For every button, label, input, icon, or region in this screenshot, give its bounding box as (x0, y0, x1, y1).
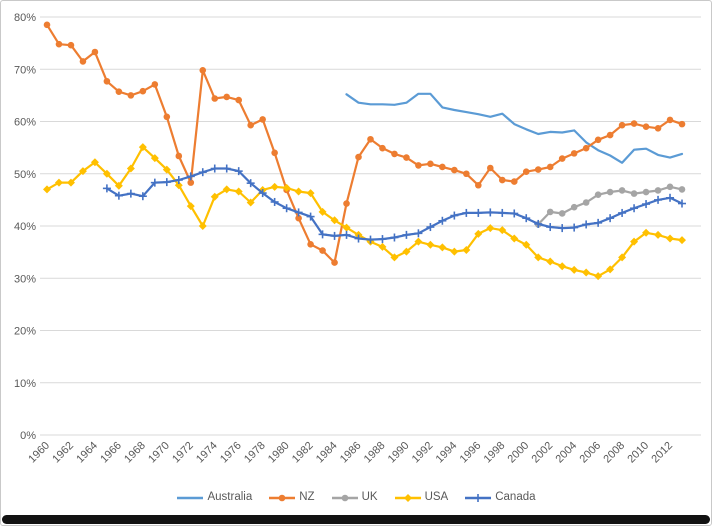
legend-label-australia: Australia (207, 491, 253, 504)
legend-item-australia: Australia (176, 492, 252, 504)
series-usa (43, 143, 686, 281)
chart-legend: Australia NZ UK USA Canada (0, 489, 712, 507)
legend-line-sample-canada (465, 494, 492, 502)
x-tick-label: 2004 (553, 440, 579, 466)
x-axis-labels: 1960196219641966196819701972197419761978… (26, 440, 675, 466)
legend-item-uk: UK (331, 492, 378, 504)
legend-label-nz: NZ (299, 491, 315, 504)
x-tick-label: 1960 (26, 440, 52, 466)
x-tick-label: 1966 (98, 440, 124, 466)
x-tick-label: 1984 (314, 440, 340, 466)
x-tick-label: 1962 (50, 440, 76, 466)
legend-label-uk: UK (361, 491, 378, 504)
x-tick-label: 2002 (530, 440, 556, 466)
x-tick-label: 1972 (170, 440, 196, 466)
series-uk (534, 183, 686, 228)
series-canada (102, 164, 686, 244)
series-nz (43, 21, 686, 266)
x-tick-label: 1980 (266, 440, 292, 466)
x-tick-label: 2006 (577, 440, 603, 466)
y-tick-label: 10% (14, 378, 36, 390)
y-tick-label: 0% (20, 430, 36, 442)
x-tick-label: 2008 (601, 440, 627, 466)
y-tick-label: 80% (14, 12, 36, 24)
y-tick-label: 50% (14, 169, 36, 181)
y-tick-label: 60% (14, 117, 36, 129)
x-tick-label: 2012 (649, 440, 675, 466)
legend-line-sample-nz (269, 494, 296, 502)
legend-line-sample-usa (394, 494, 421, 502)
x-tick-label: 2000 (506, 440, 532, 466)
x-tick-label: 1978 (242, 440, 268, 466)
y-tick-label: 20% (14, 326, 36, 338)
legend-line-sample-uk (331, 494, 358, 502)
x-tick-label: 2010 (625, 440, 651, 466)
x-tick-label: 1988 (362, 440, 388, 466)
legend-item-usa: USA (394, 491, 449, 504)
legend-label-canada: Canada (495, 491, 536, 504)
x-tick-label: 1994 (434, 440, 460, 466)
x-tick-label: 1990 (386, 440, 412, 466)
x-tick-label: 1968 (122, 440, 148, 466)
series-australia (345, 92, 684, 164)
x-tick-label: 1976 (218, 440, 244, 466)
x-tick-label: 1998 (482, 440, 508, 466)
x-tick-label: 1996 (458, 440, 484, 466)
x-tick-label: 1970 (146, 440, 172, 466)
x-tick-label: 1964 (74, 440, 100, 466)
bottom-bar (2, 515, 710, 524)
legend-label-usa: USA (424, 491, 449, 504)
x-tick-label: 1986 (338, 440, 364, 466)
y-tick-label: 40% (14, 221, 36, 233)
x-tick-label: 1992 (410, 440, 436, 466)
x-tick-label: 1982 (290, 440, 316, 466)
gridlines (40, 16, 701, 436)
legend-item-nz: NZ (268, 491, 315, 504)
x-tick-label: 1974 (194, 440, 220, 466)
y-tick-label: 70% (14, 64, 36, 76)
legend-line-sample-australia (177, 496, 204, 500)
y-axis-labels: 0% 10% 20% 30% 40% 50% 60% 70% 80% (14, 12, 36, 442)
legend-item-canada: Canada (464, 491, 536, 504)
y-tick-label: 30% (14, 273, 36, 285)
